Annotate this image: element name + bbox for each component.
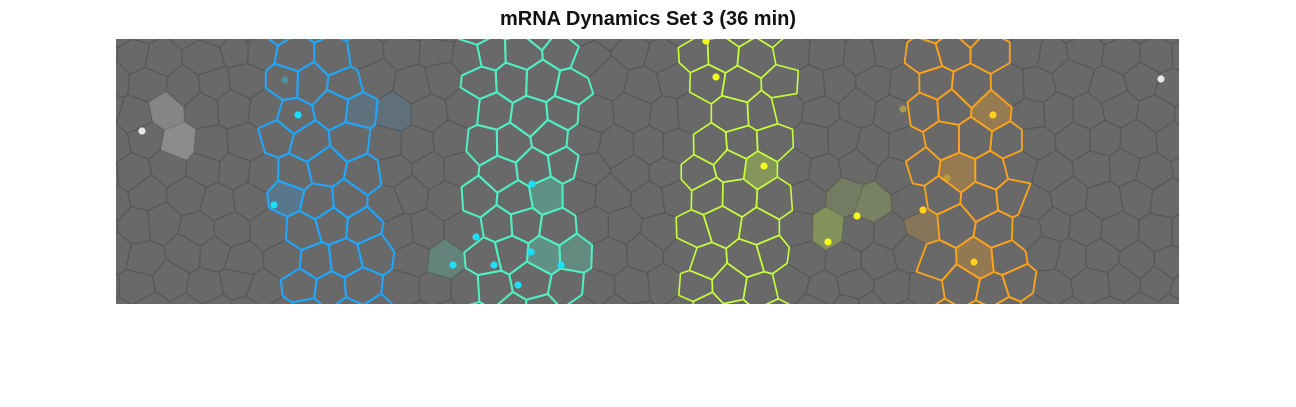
background-cell xyxy=(201,293,233,304)
highlighted-cell xyxy=(427,239,466,279)
background-cell xyxy=(231,295,259,304)
mrna-dot xyxy=(514,281,522,289)
highlighted-cell xyxy=(853,181,892,223)
background-cell xyxy=(436,298,458,304)
background-cell xyxy=(664,294,694,304)
background-cell xyxy=(935,298,956,304)
background-cell xyxy=(601,293,630,304)
stripe-3-cell xyxy=(756,39,784,49)
background-cell xyxy=(858,289,886,304)
stripe-2-cell xyxy=(496,290,528,304)
stripe-3-cell xyxy=(722,298,750,304)
mrna-dot xyxy=(712,73,720,81)
highlighted-cell xyxy=(160,122,196,161)
mrna-dot xyxy=(899,105,907,113)
highlighted-cell xyxy=(938,152,976,193)
mrna-dot xyxy=(472,233,480,241)
stripe-1 xyxy=(257,39,396,304)
background-cell xyxy=(269,295,293,304)
background-cell xyxy=(169,292,203,304)
stripe-3 xyxy=(675,39,800,304)
background-cell xyxy=(116,296,132,304)
highlighted-cells xyxy=(148,89,1012,279)
mrna-dot xyxy=(760,162,768,170)
mrna-dot xyxy=(702,39,710,45)
background-cells xyxy=(116,39,1179,304)
stripe-2-cell xyxy=(546,267,585,304)
highlighted-cell xyxy=(956,236,994,279)
background-cell xyxy=(765,298,790,304)
mrna-dot xyxy=(853,212,861,220)
mrna-dot xyxy=(919,206,927,214)
background-cell xyxy=(628,300,656,304)
highlighted-cell xyxy=(345,92,378,129)
mrna-dot xyxy=(294,111,302,119)
highlighted-cell xyxy=(743,151,778,190)
highlighted-cell xyxy=(148,91,185,131)
mrna-dot xyxy=(490,261,498,269)
stripe-1-cell xyxy=(291,297,323,304)
mrna-dot xyxy=(270,201,278,209)
stripe-1-cell xyxy=(334,296,364,304)
mrna-dot xyxy=(943,174,951,182)
highlighted-cell xyxy=(375,91,412,132)
mrna-dot xyxy=(557,261,565,269)
mrna-dot xyxy=(970,258,978,266)
highlighted-cell xyxy=(826,177,864,218)
mrna-dot xyxy=(824,238,832,246)
mrna-dots xyxy=(138,39,1165,289)
cell-tessellation xyxy=(116,39,1179,304)
background-cell xyxy=(411,299,427,304)
mrna-dot xyxy=(1157,75,1165,83)
stripe-cells xyxy=(257,39,1038,304)
highlighted-cell xyxy=(267,180,305,217)
figure-title: mRNA Dynamics Set 3 (36 min) xyxy=(499,8,796,30)
stripe-1-cell xyxy=(363,292,394,304)
background-cell xyxy=(132,291,171,304)
highlighted-cell xyxy=(812,206,844,251)
mrna-dot xyxy=(449,261,457,269)
background-cell xyxy=(895,298,916,304)
highlighted-cell xyxy=(559,233,593,273)
stripe-3-cell xyxy=(742,270,780,304)
background-cell xyxy=(832,294,861,304)
mrna-dot xyxy=(528,180,536,188)
mrna-dot xyxy=(281,76,289,84)
highlighted-cell xyxy=(903,209,940,245)
background-cell xyxy=(794,292,830,304)
stripe-3-cell xyxy=(692,291,725,304)
background-cell xyxy=(1057,295,1085,304)
highlighted-cell xyxy=(529,176,563,215)
mrna-dot xyxy=(527,248,535,256)
background-cell xyxy=(1090,295,1125,304)
background-cell xyxy=(1059,39,1076,45)
tissue-panel xyxy=(116,39,1179,304)
background-cell xyxy=(1160,39,1179,46)
stripe-2 xyxy=(456,39,595,304)
stripe-2-cell xyxy=(525,293,559,304)
stripe-1-cell xyxy=(343,266,385,304)
background-cell xyxy=(1123,291,1159,304)
mrna-dot xyxy=(989,111,997,119)
stripe-4 xyxy=(903,39,1038,304)
background-cell xyxy=(1156,293,1179,304)
stripe-4-cell xyxy=(994,295,1022,304)
mrna-dot xyxy=(138,127,146,135)
